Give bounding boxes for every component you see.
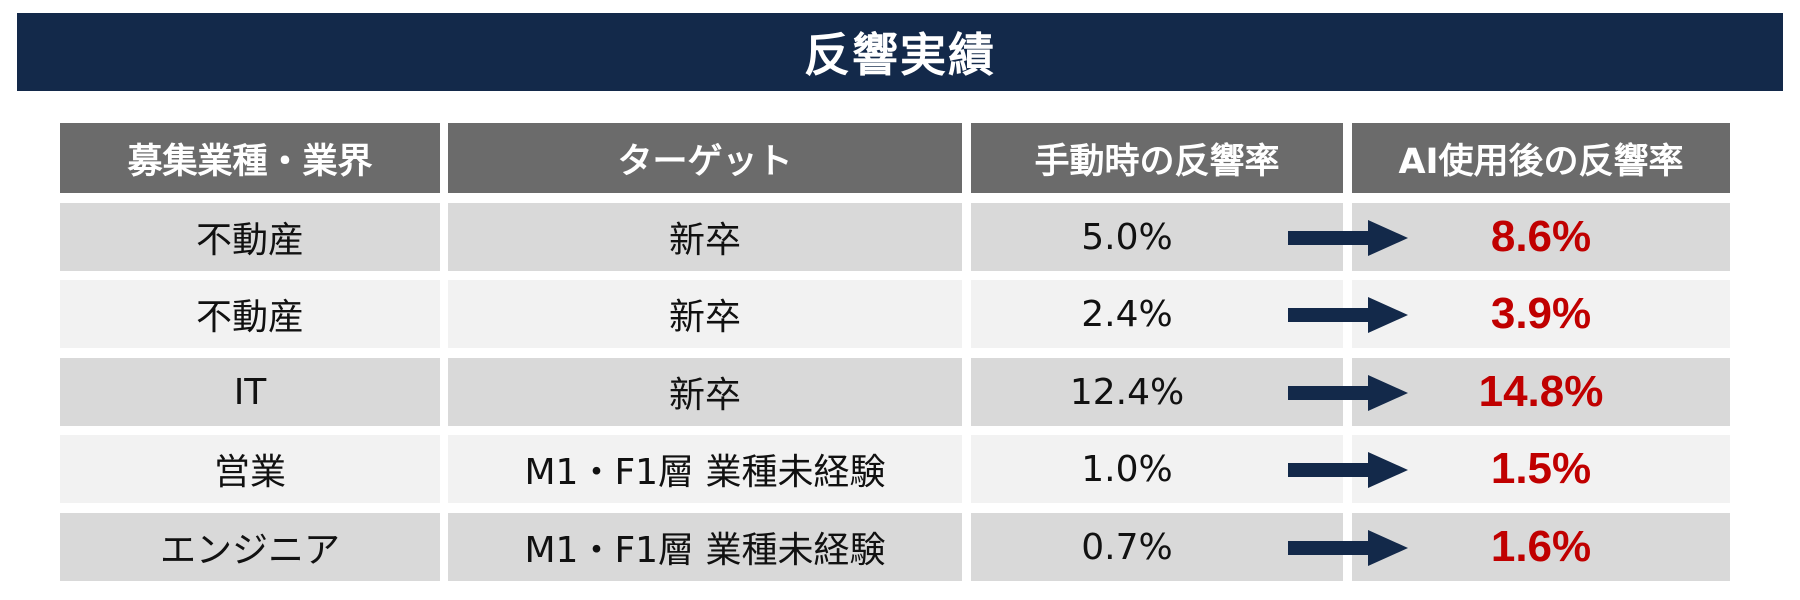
cell-target: M1・F1層 業種未経験 <box>448 435 962 503</box>
cell-ai-rate: 1.5% <box>1352 435 1730 503</box>
cell-target: 新卒 <box>448 358 962 426</box>
page-title: 反響実績 <box>17 13 1783 91</box>
cell-target: M1・F1層 業種未経験 <box>448 513 962 581</box>
cell-target: 新卒 <box>448 280 962 348</box>
manual-rate-value: 1.0% <box>1081 448 1173 490</box>
cell-manual-rate: 5.0% <box>971 203 1343 271</box>
header-target: ターゲット <box>448 123 962 193</box>
cell-industry: 不動産 <box>60 280 440 348</box>
cell-industry: 不動産 <box>60 203 440 271</box>
right-arrow-icon <box>1288 297 1408 333</box>
right-arrow-icon <box>1288 530 1408 566</box>
cell-manual-rate: 1.0% <box>971 435 1343 503</box>
manual-rate-value: 5.0% <box>1081 216 1173 258</box>
manual-rate-value: 2.4% <box>1081 293 1173 335</box>
header-ai-rate: AI使用後の反響率 <box>1352 123 1730 193</box>
cell-manual-rate: 0.7% <box>971 513 1343 581</box>
header-industry: 募集業種・業界 <box>60 123 440 193</box>
cell-manual-rate: 2.4% <box>971 280 1343 348</box>
cell-ai-rate: 1.6% <box>1352 513 1730 581</box>
cell-ai-rate: 3.9% <box>1352 280 1730 348</box>
cell-target: 新卒 <box>448 203 962 271</box>
manual-rate-value: 0.7% <box>1081 526 1173 568</box>
cell-industry: IT <box>60 358 440 426</box>
cell-manual-rate: 12.4% <box>971 358 1343 426</box>
header-manual-rate: 手動時の反響率 <box>971 123 1343 193</box>
manual-rate-value: 12.4% <box>1069 371 1185 413</box>
cell-industry: エンジニア <box>60 513 440 581</box>
cell-industry: 営業 <box>60 435 440 503</box>
right-arrow-icon <box>1288 375 1408 411</box>
cell-ai-rate: 14.8% <box>1352 358 1730 426</box>
right-arrow-icon <box>1288 452 1408 488</box>
cell-ai-rate: 8.6% <box>1352 203 1730 271</box>
right-arrow-icon <box>1288 220 1408 256</box>
